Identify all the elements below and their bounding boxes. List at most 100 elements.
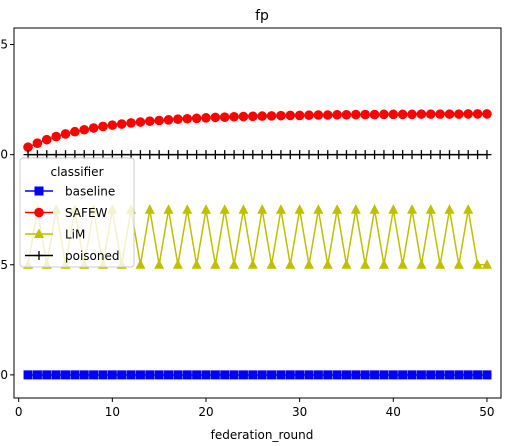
poisoned-point	[267, 150, 277, 160]
SAFEW-point	[79, 124, 90, 135]
y-axis-ticks: 0 5 0 5	[0, 38, 14, 382]
baseline-point	[426, 370, 436, 380]
y-tick-label: 0	[0, 148, 8, 162]
SAFEW-point	[266, 111, 277, 121]
baseline-point	[220, 370, 230, 380]
poisoned-point	[192, 150, 202, 160]
baseline-point	[407, 370, 417, 380]
poisoned-point	[454, 150, 464, 160]
x-axis-label: federation_round	[211, 428, 314, 442]
poisoned-point	[351, 150, 361, 160]
LiM-point	[200, 204, 211, 214]
baseline-point	[313, 370, 323, 380]
LiM-point	[229, 259, 240, 269]
LiM-point	[238, 204, 249, 214]
poisoned-point	[295, 150, 305, 160]
x-tick-label: 40	[386, 405, 401, 419]
LiM-point	[257, 204, 268, 214]
poisoned-point	[276, 150, 286, 160]
LiM-point	[219, 204, 230, 214]
poisoned-point	[379, 150, 389, 160]
SAFEW-point	[23, 142, 33, 152]
baseline-point	[126, 370, 136, 380]
legend-label-poisoned: poisoned	[65, 249, 120, 263]
poisoned-point	[182, 150, 192, 160]
poisoned-point	[323, 150, 333, 160]
SAFEW-point	[51, 131, 61, 142]
SAFEW-point	[201, 113, 211, 123]
SAFEW-point	[304, 110, 314, 121]
SAFEW-point	[454, 109, 464, 119]
SAFEW-point	[238, 111, 249, 122]
LiM-point	[397, 259, 408, 269]
SAFEW-point	[173, 114, 183, 124]
y-tick-label: 0	[0, 368, 8, 382]
LiM-point	[313, 204, 324, 214]
legend-marker-SAFEW	[34, 207, 44, 218]
SAFEW-point	[472, 109, 483, 119]
SAFEW-point	[360, 109, 371, 120]
baseline-point	[257, 370, 267, 380]
poisoned-point	[435, 150, 445, 160]
baseline-point	[304, 370, 314, 380]
SAFEW-point	[88, 123, 99, 133]
baseline-point	[351, 370, 361, 380]
x-tick-label: 10	[105, 405, 120, 419]
legend: classifier baseline SAFEW LiM poisoned	[19, 157, 135, 268]
LiM-point	[304, 259, 315, 269]
LiM-point	[285, 259, 296, 269]
baseline-point	[285, 370, 295, 380]
baseline-point	[89, 370, 99, 380]
baseline-point	[463, 370, 473, 380]
poisoned-point	[398, 150, 408, 160]
baseline-point	[98, 370, 108, 380]
LiM-point	[154, 259, 165, 269]
poisoned-point	[257, 150, 267, 160]
LiM-point	[481, 259, 492, 269]
legend-label-SAFEW: SAFEW	[65, 206, 108, 220]
poisoned-point	[444, 150, 454, 160]
SAFEW-point	[285, 110, 296, 121]
baseline-point	[482, 370, 492, 380]
SAFEW-point	[482, 109, 492, 119]
poisoned-point	[304, 150, 314, 160]
baseline-point	[229, 370, 239, 380]
baseline-point	[164, 370, 174, 380]
poisoned-point	[164, 150, 174, 160]
SAFEW-point	[107, 120, 118, 130]
SAFEW-point	[219, 112, 230, 122]
baseline-point	[201, 370, 211, 380]
poisoned-point	[220, 150, 230, 160]
SAFEW-point	[257, 111, 267, 121]
baseline-point	[416, 370, 426, 380]
SAFEW-point	[98, 121, 108, 132]
SAFEW-point	[397, 109, 408, 120]
baseline-point	[135, 370, 145, 380]
poisoned-point	[229, 150, 239, 160]
legend-label-baseline: baseline	[65, 185, 115, 199]
LiM-point	[453, 259, 464, 269]
LiM-point	[266, 259, 277, 269]
baseline-point	[435, 370, 445, 380]
LiM-point	[360, 259, 371, 269]
SAFEW-point	[135, 117, 146, 127]
y-tick-label: 5	[0, 258, 8, 272]
SAFEW-point	[341, 109, 352, 120]
LiM-point	[444, 204, 455, 214]
SAFEW-point	[313, 110, 324, 120]
baseline-point	[182, 370, 192, 380]
SAFEW-point	[126, 118, 136, 128]
LiM-point	[369, 204, 380, 214]
baseline-point	[107, 370, 117, 380]
legend-marker-baseline	[34, 186, 44, 196]
SAFEW-point	[463, 109, 474, 119]
LiM-point	[247, 259, 258, 269]
poisoned-point	[407, 150, 417, 160]
poisoned-point	[201, 150, 211, 160]
SAFEW-point	[116, 119, 127, 129]
baseline-point	[117, 370, 127, 380]
baseline-point	[276, 370, 286, 380]
baseline-point	[42, 370, 52, 380]
SAFEW-point	[182, 113, 193, 124]
poisoned-point	[135, 150, 145, 160]
